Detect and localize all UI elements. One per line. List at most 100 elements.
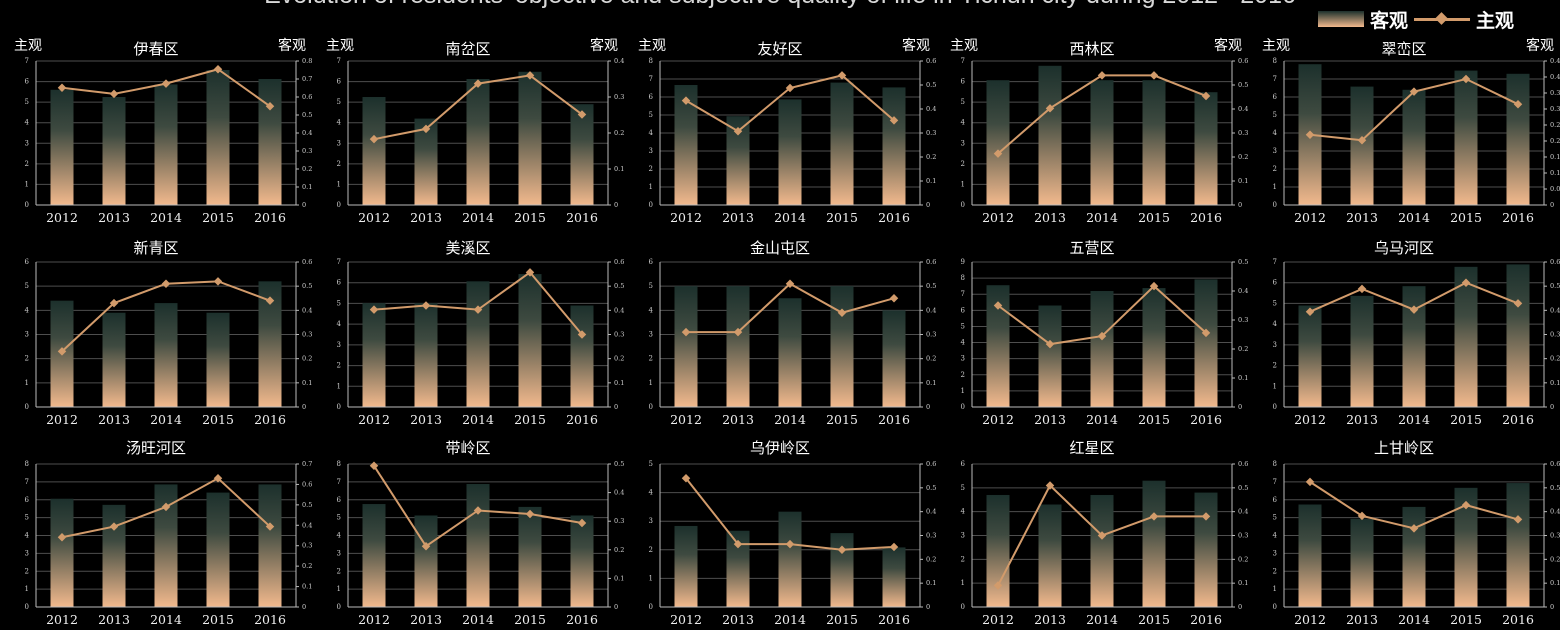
line-point [993,581,1003,590]
x-tick-label: 2013 [1346,412,1378,427]
left-tick-label: 4 [1273,320,1278,328]
line-point [889,294,899,303]
x-tick-label: 2016 [1502,612,1534,627]
right-tick-label: 0.2 [614,355,624,363]
left-tick-label: 5 [1273,299,1277,307]
line-point [1409,524,1419,533]
left-tick-label: 1 [25,180,29,188]
right-tick-label: 0.3 [302,147,312,155]
left-tick-label: 3 [961,355,965,363]
bar [206,492,230,607]
bar [1350,86,1374,205]
right-tick-label: 0.3 [926,331,936,339]
line-point [993,301,1003,310]
bar [1298,305,1322,407]
line-point [681,474,691,483]
x-tick-label: 2016 [566,612,598,627]
right-tick-label: 0.1 [926,579,936,587]
line-point [785,539,795,549]
line-point [1097,331,1107,341]
right-tick-label: 0.2 [302,165,312,173]
left-tick-label: 3 [649,331,653,339]
left-tick-label: 3 [25,331,29,339]
left-tick-label: 4 [961,508,966,516]
bar [1038,504,1062,607]
left-tick-label: 6 [25,78,30,86]
left-tick-label: 0 [337,403,341,411]
line-point [1513,515,1523,524]
right-tick-label: 0.5 [302,282,312,290]
left-tick-label: 1 [649,183,653,191]
bar [830,82,854,205]
right-tick-label: 0.1 [926,177,936,185]
bar [414,118,438,205]
bar [726,286,750,407]
line-point [1305,477,1315,487]
left-tick-label: 7 [25,57,29,65]
x-tick-label: 2012 [1294,210,1326,225]
right-tick-label: 0.25 [1550,121,1560,129]
right-tick-label: 0.1 [926,379,936,387]
right-tick-label: 0.3 [614,93,624,101]
right-tick-label: 0 [1238,603,1242,611]
line-point [837,545,847,555]
bar [1350,295,1374,407]
x-tick-label: 2013 [722,612,754,627]
x-tick-label: 2015 [514,210,546,225]
left-tick-label: 2 [649,546,653,554]
left-tick-label: 4 [961,119,966,127]
left-tick-label: 3 [25,139,29,147]
left-tick-label: 2 [25,160,29,168]
bar [258,484,282,607]
left-tick-label: 5 [649,282,653,290]
right-tick-label: 0.6 [926,57,936,65]
x-tick-label: 2015 [1138,612,1170,627]
legend-objective-label: 客观 [1370,9,1409,32]
line-point [473,305,483,314]
right-tick-label: 0.4 [926,306,936,314]
right-tick-label: 0.6 [1550,460,1560,468]
x-tick-label: 2012 [670,210,702,225]
left-tick-label: 7 [337,258,341,266]
right-tick-label: 0.4 [302,521,312,529]
left-tick-label: 0 [649,201,653,209]
left-axis-label: 主观 [1262,38,1290,54]
right-tick-label: 0.4 [1238,287,1248,295]
bar [882,310,906,407]
chart-title: 西林区 [1069,40,1114,58]
bar [1454,266,1478,407]
bar [882,547,906,607]
right-tick-label: 0.6 [926,460,936,468]
right-tick-label: 0.3 [1550,331,1560,339]
chart-panel: 0 1 2 3 4 5 6 7 8 0 0.1 0.2 0.3 0.4 0.5 0.6 2012 2013 2014… [1273,439,1560,627]
bar [50,498,74,607]
bar [726,530,750,607]
right-tick-label: 0.4 [614,489,624,497]
bar [362,303,386,407]
line-point [1149,281,1159,291]
x-tick-label: 2012 [1294,612,1326,627]
bar [258,79,282,205]
left-tick-label: 0 [1273,603,1277,611]
line-point [421,541,431,551]
bar [206,70,230,205]
line-point [1097,531,1107,540]
left-tick-label: 7 [961,57,965,65]
chart-title: 友好区 [757,40,802,58]
left-tick-label: 8 [649,57,653,65]
bar [102,312,126,407]
x-tick-label: 2015 [202,210,234,225]
right-tick-label: 0.1 [1238,579,1248,587]
line-point [1045,481,1055,490]
bar [778,298,802,407]
right-tick-label: 0.8 [302,57,312,65]
left-tick-label: 3 [337,139,341,147]
x-tick-label: 2014 [774,612,806,627]
right-axis-label: 客观 [278,37,306,54]
line-point [577,518,587,528]
chart-panel: 0 1 2 3 4 5 6 7 0 0.1 0.2 0.3 0.4 0.5 0.6 0.7 0.8 2012 201… [14,37,312,225]
right-tick-label: 0.1 [614,379,624,387]
left-tick-label: 2 [337,362,341,370]
bar [1142,80,1166,205]
